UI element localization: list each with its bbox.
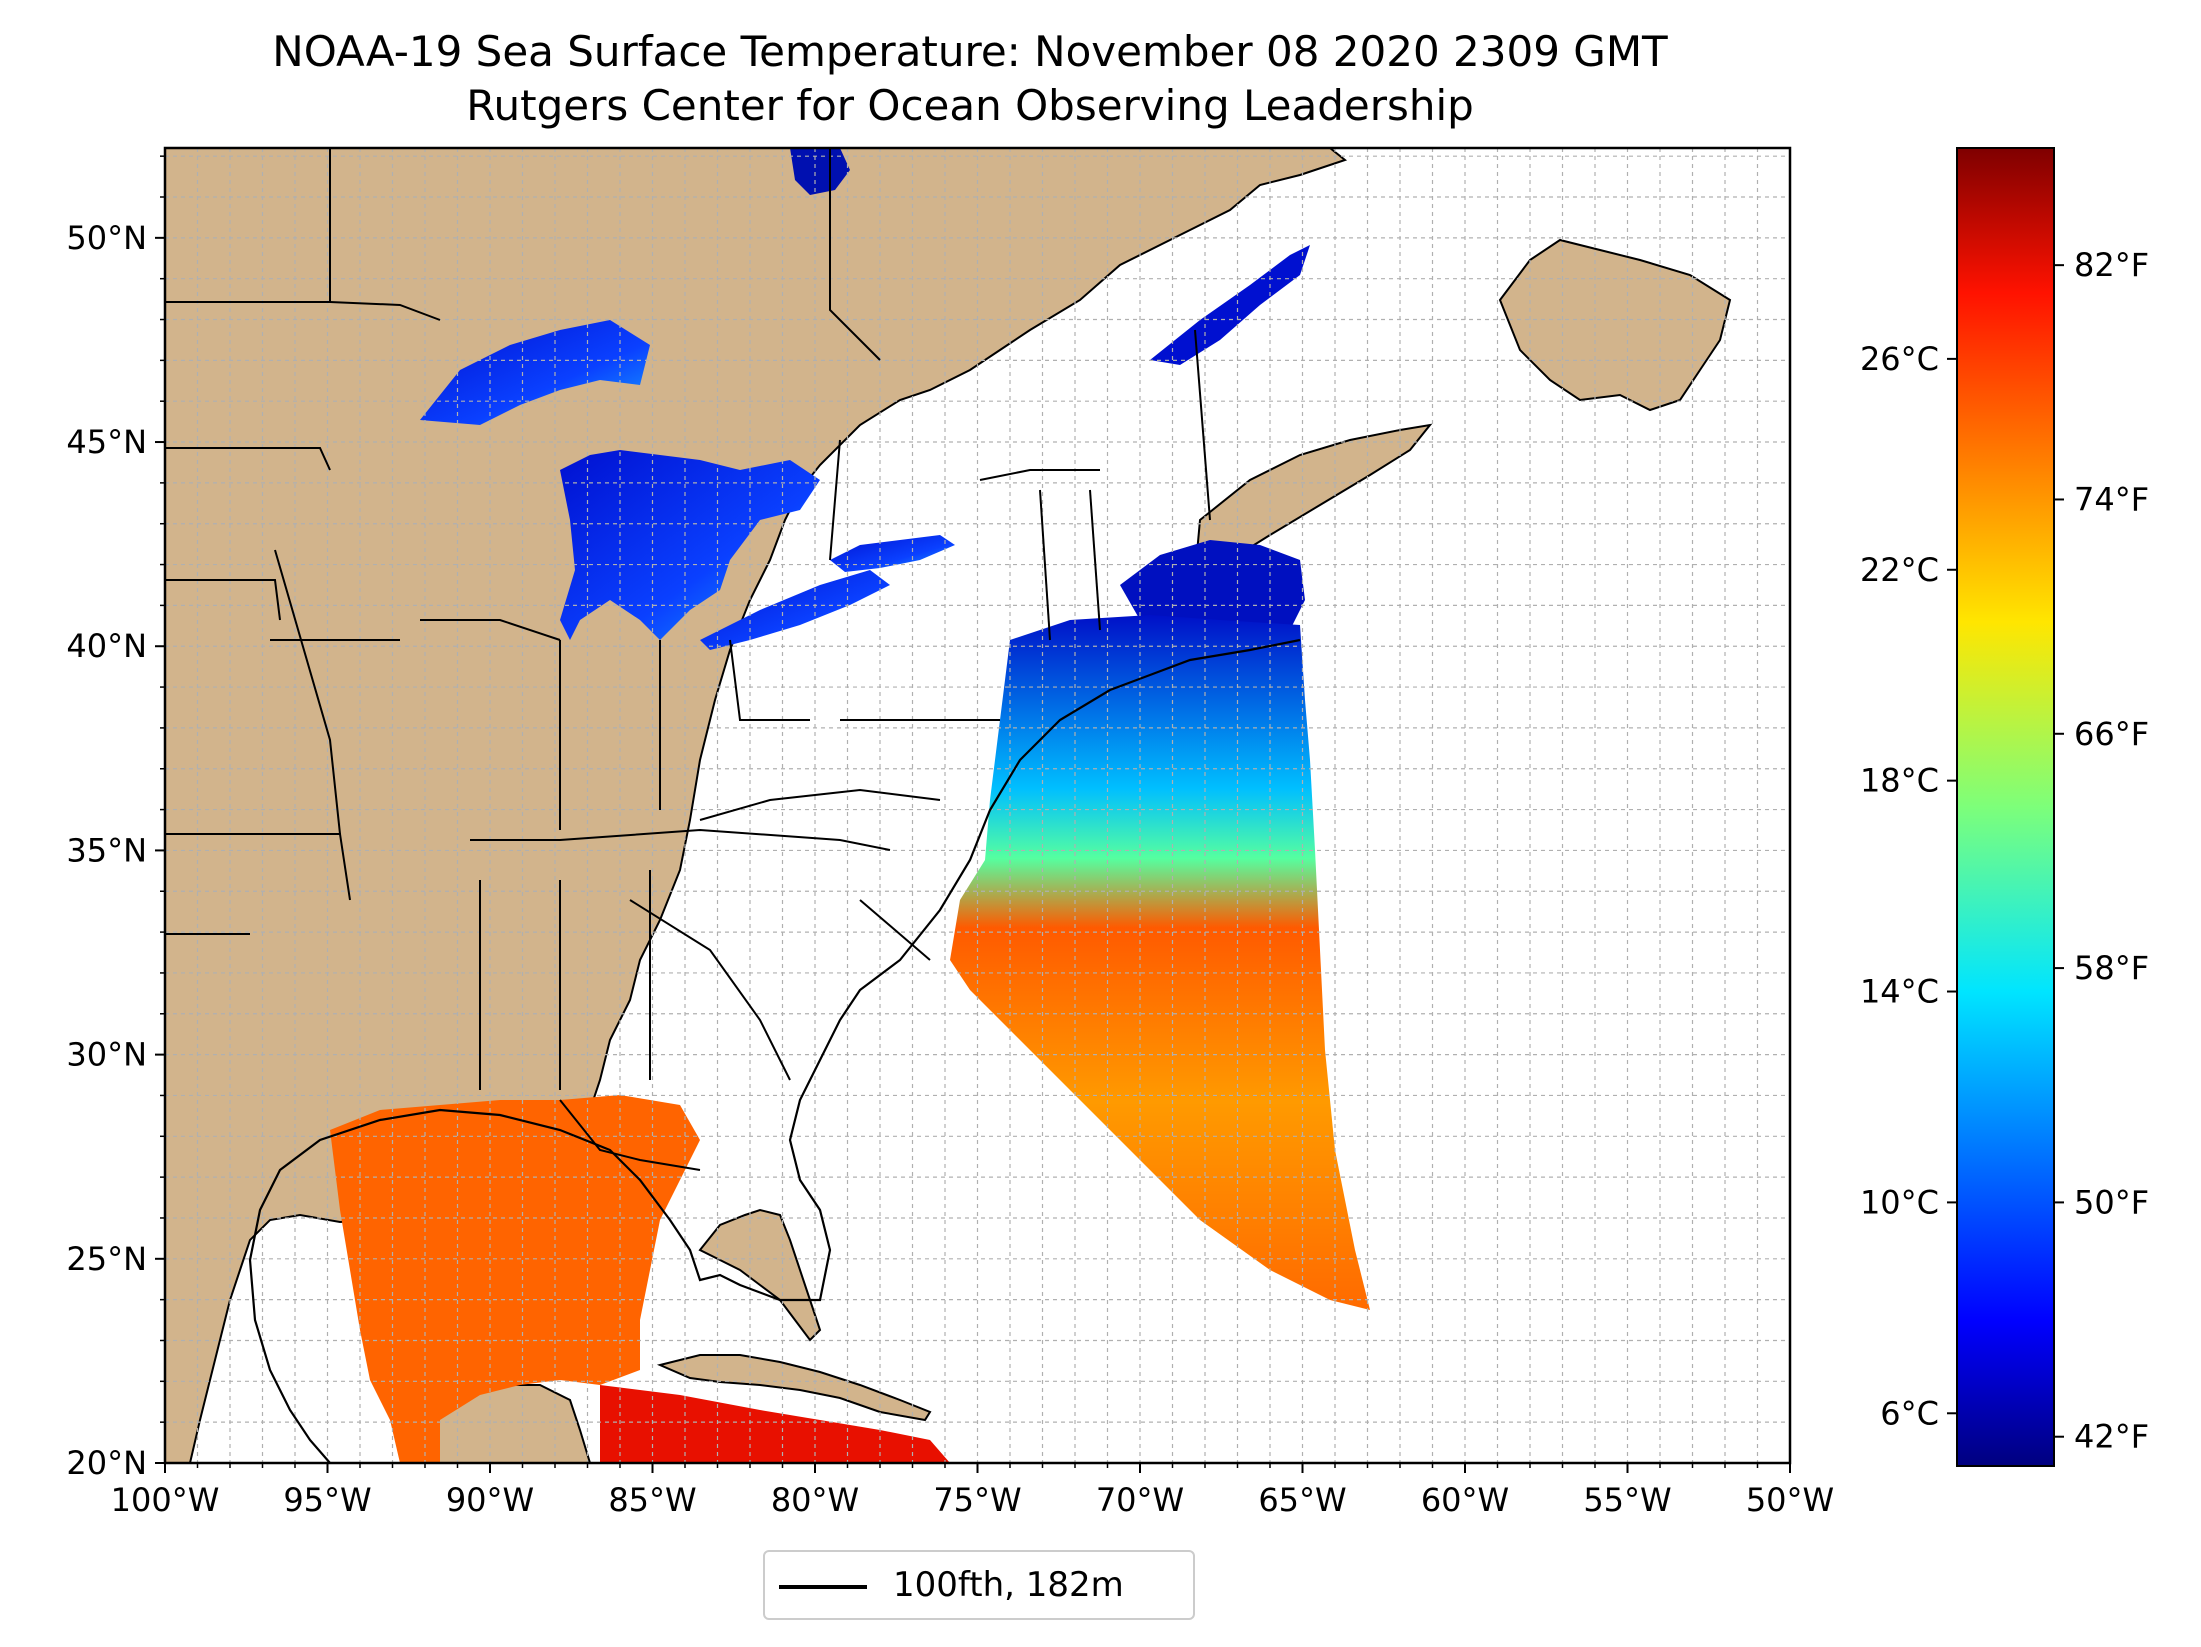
lon-tick-label: 95°W	[283, 1481, 371, 1519]
lon-tick-label: 50°W	[1746, 1481, 1834, 1519]
map-subtitle: Rutgers Center for Ocean Observing Leade…	[466, 81, 1474, 130]
borders	[165, 148, 1211, 1171]
land-newfoundland	[1498, 238, 1732, 412]
longitude-axis: 100°W 95°W 90°W 85°W 80°W 75°W 70°W 65°W 60°W 55°…	[111, 1463, 1834, 1519]
fahrenheit-tick-label: 58°F	[2074, 949, 2149, 987]
lat-tick-label: 40°N	[66, 627, 147, 665]
fahrenheit-tick-label: 42°F	[2074, 1418, 2149, 1456]
sst-gulf-swath	[330, 1095, 700, 1463]
lat-tick-label: 35°N	[66, 831, 147, 869]
lon-tick-label: 60°W	[1421, 1481, 1509, 1519]
lon-tick-label: 80°W	[771, 1481, 859, 1519]
fahrenheit-tick-label: 82°F	[2074, 246, 2149, 284]
celsius-tick-label: 18°C	[1860, 762, 1939, 800]
celsius-tick-label: 10°C	[1860, 1183, 1939, 1221]
fahrenheit-tick-label: 74°F	[2074, 480, 2149, 518]
lon-tick-label: 70°W	[1096, 1481, 1184, 1519]
celsius-tick-label: 26°C	[1860, 340, 1939, 378]
legend-label: 100fth, 182m	[893, 1565, 1124, 1605]
celsius-tick-label: 22°C	[1860, 551, 1939, 589]
colorbar-celsius-axis: 6°C 10°C 14°C 18°C 22°C 26°C	[1860, 340, 1957, 1432]
lat-tick-label: 30°N	[66, 1036, 147, 1074]
lake-ontario	[830, 535, 955, 572]
isobath-legend-line	[779, 1585, 867, 1589]
fahrenheit-tick-label: 50°F	[2074, 1183, 2149, 1221]
lat-tick-label: 50°N	[66, 219, 147, 257]
lake-michigan-huron	[560, 450, 820, 640]
lon-tick-label: 55°W	[1583, 1481, 1671, 1519]
lake-superior	[420, 320, 650, 425]
land-cuba	[656, 1354, 932, 1422]
lat-tick-label: 20°N	[66, 1444, 147, 1482]
lon-tick-label: 90°W	[446, 1481, 534, 1519]
celsius-tick-label: 14°C	[1860, 973, 1939, 1011]
lon-tick-label: 85°W	[608, 1481, 696, 1519]
lat-tick-label: 25°N	[66, 1240, 147, 1278]
lake-winnipeg	[790, 148, 850, 195]
gridlines	[165, 148, 1790, 1463]
map-title: NOAA-19 Sea Surface Temperature: Novembe…	[272, 27, 1668, 76]
legend: 100fth, 182m	[763, 1550, 1195, 1620]
celsius-tick-label: 6°C	[1880, 1394, 1939, 1432]
lon-tick-label: 75°W	[933, 1481, 1021, 1519]
lat-tick-label: 45°N	[66, 423, 147, 461]
lake-erie	[700, 570, 890, 650]
fahrenheit-tick-label: 66°F	[2074, 715, 2149, 753]
colorbar-fahrenheit-axis: 42°F 50°F 58°F 66°F 74°F 82°F	[2054, 246, 2149, 1456]
sst-caribbean	[600, 1385, 950, 1463]
sst-st-lawrence	[1150, 245, 1310, 365]
colorbar	[1956, 147, 2055, 1467]
latitude-axis: 20°N 25°N 30°N 35°N 40°N 45°N 50°N	[66, 155, 165, 1482]
isobath-100fth	[248, 638, 1301, 1463]
lon-tick-label: 100°W	[111, 1481, 220, 1519]
lon-tick-label: 65°W	[1258, 1481, 1346, 1519]
